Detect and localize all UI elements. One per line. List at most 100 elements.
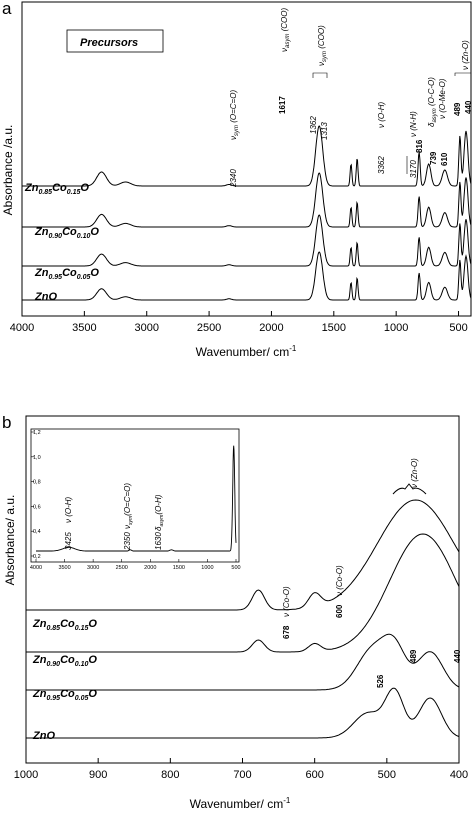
panel-b-x-ticks: 1000 900 800 700 600 500 400 [14,758,468,781]
inset-peak-2350: 2350 [123,532,132,551]
panel-b-label-zn085: Zn0.85Co0.15O [32,618,97,632]
panel-a-series-line [22,125,472,187]
peak-label-440-b: 440 [453,649,462,663]
peak-label-526: 526 [376,674,385,688]
panel-b-x-tick-label: 600 [305,769,323,781]
band-zno-b: ν (Zn-O) [410,458,419,488]
inset-y-tick-label: 1,2 [33,430,41,436]
inset-x-tick-label: 2500 [116,565,128,571]
band-oco-a: νsym (O=C=O) [229,90,240,140]
panel-b-label-zn090: Zn0.90Co0.10O [32,654,97,668]
panel-b-x-tick-label: 800 [161,769,179,781]
panel-a-y-axis-label: Absorbance /a.u. [1,125,15,216]
band-delta-a: δasym (O-C-O) [427,77,438,127]
panel-a-x-tick-label: 500 [449,322,467,334]
inset-x-tick-label: 4000 [30,565,42,571]
panel-a-label-zn095: Zn0.95Co0.05O [34,267,99,281]
inset-x-tick-label: 500 [231,565,240,571]
band-omeo: ν (O-Me-O) [438,78,447,119]
inset-x-tick-label: 3500 [58,565,70,571]
panel-b-letter: b [2,413,11,432]
inset-y-tick-label: 0,6 [33,504,41,510]
peak-label-489: 489 [453,102,462,116]
inset-y-tick-label: 0,2 [33,554,41,560]
band-oh-a: ν (O-H) [377,101,386,128]
panel-a-x-tick-label: 3500 [72,322,96,334]
inset-trace [36,445,237,552]
inset-band-oco: νsym(O=C=O) [123,483,134,529]
panel-b-x-tick-label: 400 [450,769,468,781]
band-nh-a: ν (N-H) [409,111,418,137]
inset-y-tick-label: 0,8 [33,480,41,486]
inset-band-oh: ν (O-H) [64,496,73,523]
panel-a-letter: a [2,0,12,18]
panel-a-series-line [22,172,472,228]
inset-peak-3425: 3425 [64,532,73,550]
inset-ticks: 4000 3500 3000 2500 2000 1500 1000 500 0,2 0,4 0,6… [30,430,241,571]
panel-b-x-tick-label: 500 [378,769,396,781]
peak-label-816: 816 [415,139,424,153]
panel-b-x-tick-label: 1000 [14,769,38,781]
panel-a-plot-frame [21,1,472,317]
panel-a-label-zn085: Zn0.85Co0.15O [24,182,89,196]
panel-b-x-tick-label: 700 [233,769,251,781]
inset-band-oh2: δasym(O-H) [154,494,165,531]
panel-a-x-tick-label: 4000 [10,322,34,334]
peak-label-3362: 3362 [377,156,386,174]
panel-b-series-line [26,633,460,691]
panel-b-series-line [26,687,460,739]
panel-a-x-axis-label: Wavenumber/ cm-1 [196,344,297,359]
panel-a-label-zn090: Zn0.90Co0.10O [34,226,99,240]
zno-bracket-a [454,72,472,76]
inset-y-tick-label: 0,4 [33,529,41,535]
peak-label-1362: 1362 [309,116,318,134]
panel-b-series-line [26,499,460,611]
panel-b-x-axis-label: Wavenumber/ cm-1 [190,796,291,811]
inset-series-line [36,445,237,552]
panel-a-label-zno: ZnO [34,291,57,303]
panel-a-x-tick-label: 1500 [322,322,346,334]
coo-sym-bracket [312,72,328,78]
inset-x-tick-label: 2000 [144,565,156,571]
zno-brace-b [392,483,427,495]
panel-a-x-ticks: 4000 3500 3000 2500 2000 1500 1000 500 [10,311,468,334]
panel-b: b 1000 900 800 700 600 500 400 Absorbance/ a.u… [2,413,468,811]
inset-x-tick-label: 3000 [87,565,99,571]
panel-b-traces [26,499,460,739]
peak-label-1313: 1313 [320,122,329,140]
inset-x-tick-label: 1500 [173,565,185,571]
peak-label-2340: 2340 [229,169,238,188]
panel-a-x-tick-label: 1000 [384,322,408,334]
peak-label-3170: 3170 [409,160,418,178]
band-coo-asym: νasym (COO) [280,8,291,52]
inset-frame [30,428,240,563]
peak-label-440: 440 [464,100,473,114]
inset-chart: 4000 3500 3000 2500 2000 1500 1000 500 0,2 0,4 0,6… [30,428,241,571]
peak-label-610: 610 [440,152,449,166]
panel-a-series-line [22,214,472,267]
peak-label-600: 600 [335,604,344,618]
panel-a-x-tick-label: 3000 [134,322,158,334]
peak-label-489-b: 489 [409,649,418,663]
precursors-label: Precursors [80,37,138,49]
panel-a-series-line [22,251,472,301]
panel-b-y-axis-label: Absorbance/ a.u. [3,495,17,586]
band-coo-sym: νsym (COO) [317,25,328,66]
peak-label-678: 678 [282,625,291,639]
panel-b-series-line [26,533,460,653]
band-zno-a: ν (Zn-O) [461,40,470,70]
panel-b-x-tick-label: 900 [89,769,107,781]
inset-x-tick-label: 1000 [201,565,213,571]
band-coo-b1: ν (Co-O) [282,586,291,617]
panel-a-traces [22,125,472,301]
panel-b-label-zn095: Zn0.95Co0.05O [32,688,97,702]
inset-y-tick-label: 1,0 [33,455,41,461]
band-coo-b2: ν (Co-O) [335,565,344,596]
panel-b-label-zno: ZnO [32,730,55,742]
panel-a: a Precursors 4000 3500 3000 2500 2000 1500 100… [1,0,473,359]
inset-peak-1630: 1630 [154,532,163,550]
precursors-box [66,29,164,53]
panel-a-x-tick-label: 2500 [197,322,221,334]
peak-label-739: 739 [429,151,438,165]
